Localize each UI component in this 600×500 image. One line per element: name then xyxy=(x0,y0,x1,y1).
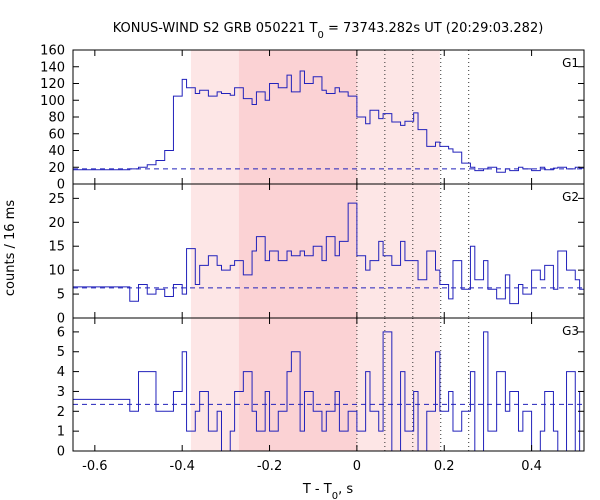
y-tick-label: 160 xyxy=(40,44,65,59)
shaded-region xyxy=(238,50,357,184)
y-tick-label: 1 xyxy=(57,425,65,440)
y-tick-label: 40 xyxy=(48,144,65,159)
x-tick-label: 0.2 xyxy=(434,459,455,474)
y-tick-label: 6 xyxy=(57,325,65,340)
y-tick-label: 0 xyxy=(57,445,65,460)
chart-title-sub: 0 xyxy=(317,30,323,41)
chart-title-suffix: = 73743.282s UT (20:29:03.282) xyxy=(324,21,543,36)
y-tick-label: 10 xyxy=(48,264,65,279)
lightcurve-g2 xyxy=(73,202,584,305)
shaded-region xyxy=(238,318,357,451)
x-axis-title: T - T0, s xyxy=(302,482,353,500)
y-tick-label: 60 xyxy=(48,127,65,142)
panel-g3: 0 1 2 3 4 5 6 G3 xyxy=(57,317,585,460)
y-tick-label: 0 xyxy=(57,312,65,327)
x-tick-label: -0.6 xyxy=(82,459,107,474)
y-tick-label: 120 xyxy=(40,77,65,92)
x-tick-label: -0.4 xyxy=(170,459,195,474)
y-tick-label: 25 xyxy=(48,192,65,207)
y-axis-title: counts / 16 ms xyxy=(3,200,18,296)
x-tick-label: -0.2 xyxy=(257,459,282,474)
y-tick-label: 20 xyxy=(48,161,65,176)
x-axis-title-prefix: T - T xyxy=(302,482,332,497)
panel-label: G2 xyxy=(562,190,579,204)
y-tick-label: 4 xyxy=(57,365,65,380)
y-tick-label: 15 xyxy=(48,240,65,255)
panel-g2: 0 5 10 15 20 25 G2 xyxy=(48,183,585,327)
y-tick-label: 5 xyxy=(57,288,65,303)
chart-title-prefix: KONUS-WIND S2 GRB 050221 T xyxy=(113,21,318,36)
y-tick-label: 5 xyxy=(57,345,65,360)
y-tick-label: 2 xyxy=(57,405,65,420)
x-axis-title-suffix: , s xyxy=(338,482,353,497)
panel-frame xyxy=(72,317,585,452)
panel-label: G3 xyxy=(562,324,579,338)
lightcurve-g3 xyxy=(73,331,584,452)
panel-label: G1 xyxy=(562,56,579,70)
chart-title: KONUS-WIND S2 GRB 050221 T0 = 73743.282s… xyxy=(113,21,544,41)
y-tick-label: 80 xyxy=(48,111,65,126)
y-tick-label: 100 xyxy=(40,94,65,109)
x-tick-label: 0.4 xyxy=(521,459,542,474)
y-tick-label: 20 xyxy=(48,216,65,231)
x-tick-label: 0 xyxy=(353,459,361,474)
y-tick-label: 3 xyxy=(57,385,65,400)
y-tick-label: 140 xyxy=(40,60,65,75)
shaded-region xyxy=(238,184,357,318)
y-tick-label: 0 xyxy=(57,178,65,193)
x-axis-title-sub: 0 xyxy=(332,491,338,500)
lightcurve-g1 xyxy=(73,70,584,173)
